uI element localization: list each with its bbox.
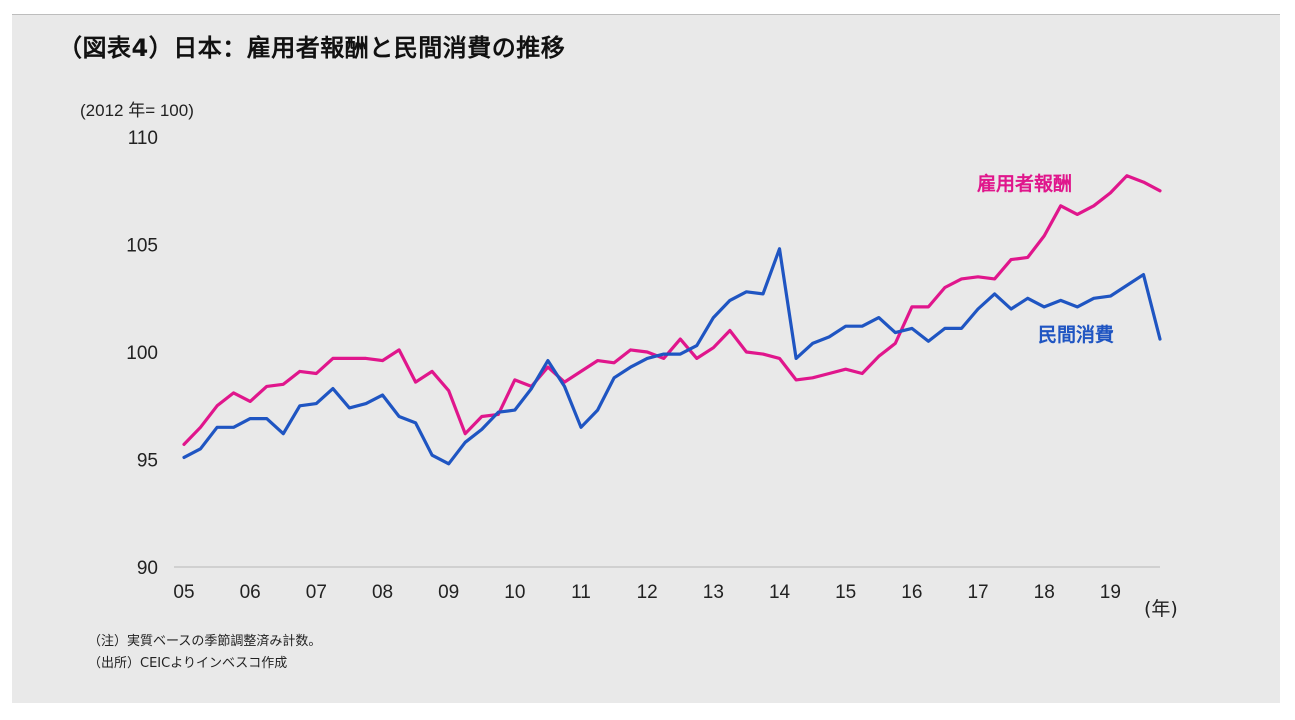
- x-tick-label: 11: [571, 582, 591, 603]
- x-tick-label: 08: [372, 582, 393, 603]
- series-line-consumption: [182, 247, 1162, 466]
- y-tick-label: 105: [126, 236, 158, 257]
- y-tick-label: 95: [137, 451, 158, 472]
- x-tick-label: 16: [901, 582, 922, 603]
- y-tick-label: 100: [126, 343, 158, 364]
- series-line-compensation: [182, 174, 1162, 446]
- note-line: （注）実質ベースの季節調整済み計数。: [88, 634, 322, 649]
- series-label-compensation: 雇用者報酬: [977, 172, 1072, 195]
- y-tick-label: 110: [128, 128, 158, 149]
- x-tick-label: 19: [1100, 582, 1121, 603]
- x-tick-label: 06: [240, 582, 261, 603]
- x-tick-label: 13: [703, 582, 724, 603]
- x-tick-label: 05: [173, 582, 194, 603]
- series-label-consumption: 民間消費: [1038, 323, 1114, 346]
- x-tick-label: 14: [769, 582, 791, 603]
- x-tick-label: 07: [306, 582, 327, 603]
- x-tick-label: 10: [504, 582, 525, 603]
- x-tick-label: 18: [1034, 582, 1055, 603]
- y-unit-label: (2012 年= 100): [80, 101, 194, 120]
- y-axis-ticks: 110 105 100 95 90: [126, 128, 158, 579]
- x-tick-label: 15: [835, 582, 856, 603]
- chart-title: （図表4）日本：雇用者報酬と民間消費の推移: [58, 34, 566, 62]
- x-tick-label: 17: [967, 582, 988, 603]
- x-tick-label: 12: [637, 582, 658, 603]
- source-line: （出所）CEICよりインベスコ作成: [88, 656, 288, 671]
- x-tick-label: 09: [438, 582, 459, 603]
- x-unit-label: (年): [1144, 598, 1178, 620]
- y-tick-label: 90: [137, 558, 158, 579]
- series-lines: [182, 174, 1162, 466]
- x-axis-ticks: 05 06 07 08 09 10 11 12 13 14 15 16 17 18 19: [173, 582, 1121, 603]
